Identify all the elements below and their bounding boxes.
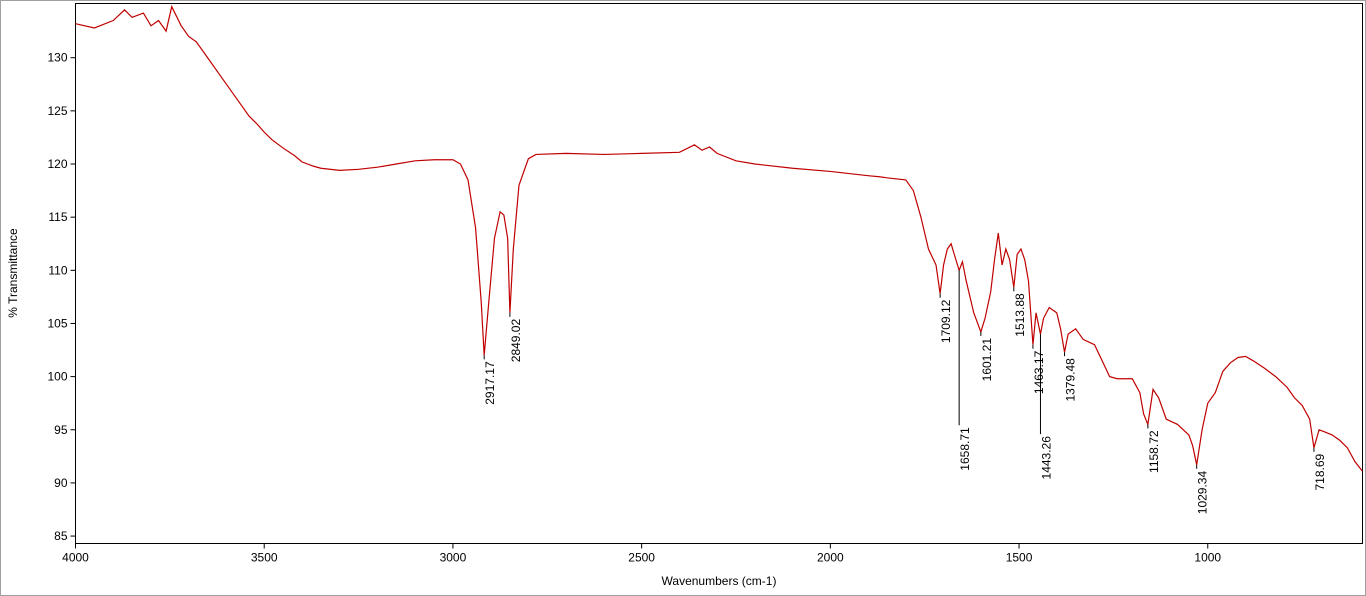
x-tick-label: 2000 [817, 551, 844, 565]
y-tick-label: 90 [54, 476, 68, 490]
y-axis-label: % Transmittance [6, 228, 20, 318]
y-tick-label: 115 [48, 210, 67, 224]
x-tick-label: 3500 [251, 551, 278, 565]
peak-label: 718.69 [1313, 454, 1327, 491]
y-tick-label: 125 [47, 104, 67, 118]
spectrum-line [75, 4, 1363, 472]
y-tick-label: 100 [47, 370, 67, 384]
y-tick-label: 120 [47, 157, 67, 171]
y-tick-label: 95 [54, 423, 68, 437]
x-tick-label: 1500 [1006, 551, 1033, 565]
peak-label: 1658.71 [958, 427, 972, 471]
y-tick-label: 110 [48, 263, 67, 277]
y-tick-label: 85 [54, 529, 68, 543]
peak-label: 2917.17 [483, 361, 497, 405]
plot-frame [75, 3, 1363, 544]
x-tick-label: 1000 [1194, 551, 1221, 565]
x-tick-label: 3000 [440, 551, 467, 565]
y-tick-label: 105 [47, 316, 67, 330]
peak-label: 1029.34 [1196, 471, 1210, 515]
peak-label: 2849.02 [509, 319, 523, 363]
peak-label: 1709.12 [939, 299, 953, 343]
x-axis-label: Wavenumbers (cm-1) [662, 574, 777, 588]
x-tick-label: 4000 [62, 551, 89, 565]
peak-label: 1443.26 [1039, 436, 1053, 480]
peak-label: 1463.17 [1032, 350, 1046, 394]
x-tick-label: 2500 [628, 551, 655, 565]
y-tick-label: 130 [47, 51, 67, 65]
peak-label: 1379.48 [1064, 358, 1078, 402]
peak-label: 1158.72 [1147, 430, 1161, 473]
peak-label: 1513.88 [1013, 293, 1027, 337]
peak-label: 1601.21 [980, 338, 994, 382]
